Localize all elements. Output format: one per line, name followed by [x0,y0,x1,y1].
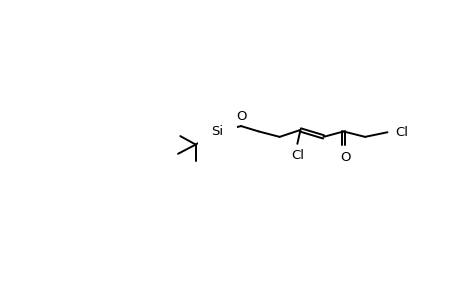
Text: O: O [235,110,246,123]
Text: O: O [339,151,350,164]
Text: Cl: Cl [291,149,304,162]
Text: Cl: Cl [394,126,407,139]
Text: Si: Si [211,125,223,138]
